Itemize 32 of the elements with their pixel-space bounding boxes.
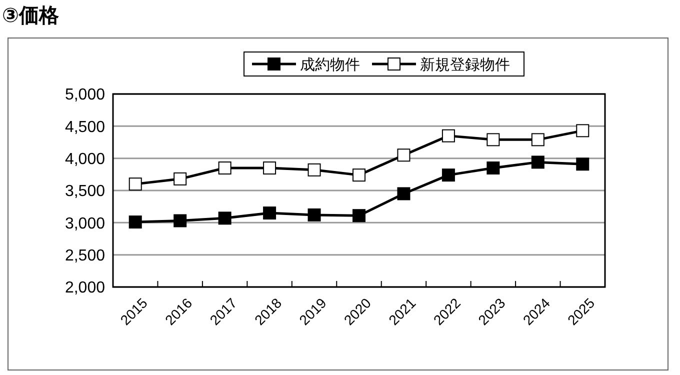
point [442,168,455,182]
point [263,161,276,174]
point [174,214,187,228]
point [531,133,544,146]
point [352,168,366,182]
point [486,133,500,146]
point [486,161,500,174]
y-tick-label: 3,000 [64,215,106,232]
legend-label: 成約物件 [300,56,360,74]
point [352,209,366,222]
point [442,129,455,142]
y-tick-label: 2,500 [64,247,106,264]
point [128,178,142,191]
chart-title: ③価格 [2,5,60,27]
point [308,163,321,176]
y-tick-label: 2,000 [64,280,106,297]
point [218,161,232,174]
legend-label: 新規登録物件 [420,56,510,74]
point [397,187,410,200]
y-tick-label: 4,500 [64,118,106,136]
point [308,208,321,222]
point [218,212,232,225]
point [263,206,276,220]
y-tick-label: 3,500 [64,183,106,200]
y-tick-label: 5,000 [64,86,106,104]
point [531,156,544,169]
y-tick-label: 4,000 [64,150,106,168]
point [128,216,142,229]
point [397,148,410,162]
point [576,158,590,171]
point [174,172,187,186]
point [576,124,590,138]
